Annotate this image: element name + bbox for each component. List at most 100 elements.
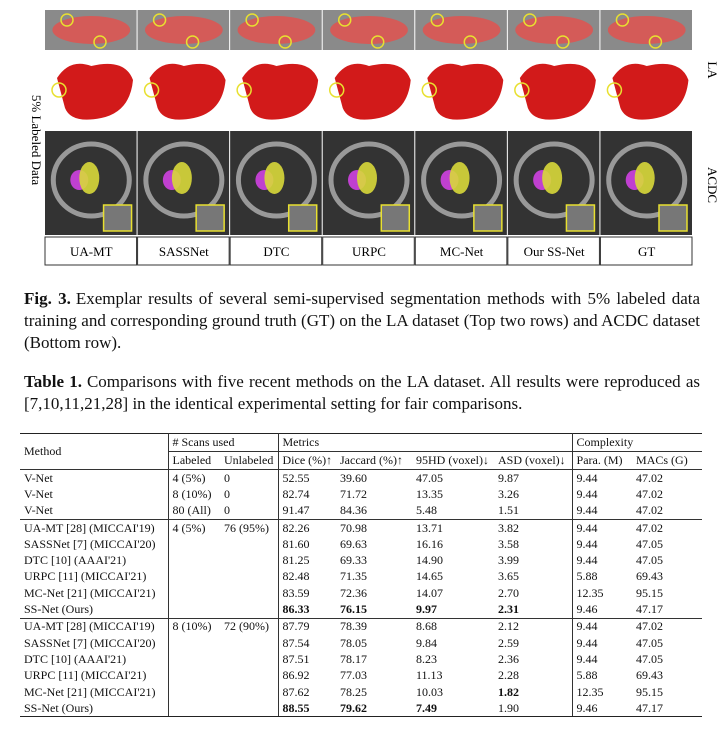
row: Labeled Unlabeled Dice (%)↑ Jaccard (%)↑ 95H… bbox=[20, 451, 703, 470]
la-overlay bbox=[607, 16, 686, 44]
la-render bbox=[149, 63, 226, 120]
cell: 3.26 bbox=[494, 486, 573, 503]
cell: 78.25 bbox=[340, 684, 367, 699]
cell: Complexity bbox=[572, 433, 703, 452]
cell: 47.02 bbox=[632, 469, 703, 487]
cell: 47.05 bbox=[636, 635, 664, 650]
cell: 47.02 bbox=[632, 518, 703, 537]
highlight bbox=[514, 82, 530, 98]
cell: 9.46 bbox=[572, 700, 633, 718]
caption-label: Table 1. bbox=[24, 372, 82, 391]
row: V-Net 80 (All) 0 91.47 84.36 5.48 1.51 9.44 47.0… bbox=[20, 502, 702, 520]
cell bbox=[168, 635, 220, 651]
column-label: UA-MT bbox=[70, 244, 113, 259]
cell: 72.36 bbox=[340, 585, 367, 600]
cell: V-Net bbox=[20, 502, 169, 520]
cell bbox=[168, 569, 220, 585]
cell bbox=[168, 601, 220, 618]
cell: SS-Net (Ours) bbox=[20, 601, 169, 619]
cell bbox=[220, 700, 279, 718]
cell: 1.82 bbox=[494, 683, 573, 701]
cell: 87.79 bbox=[278, 617, 336, 635]
cell bbox=[220, 552, 279, 569]
acdc-myo bbox=[449, 162, 470, 194]
cell: URPC [11] (MICCAI'21) bbox=[20, 568, 169, 586]
row: URPC [11] (MICCAI'21) 82.48 71.35 14.65 3.65… bbox=[20, 568, 702, 586]
mri-ring bbox=[235, 141, 317, 219]
figure-caption: Fig. 3. Exemplar results of several semi-… bbox=[24, 288, 700, 354]
cell: 3.99 bbox=[494, 552, 573, 569]
cell: Labeled bbox=[168, 451, 220, 470]
cell: 2.36 bbox=[494, 651, 573, 668]
cell: 69.43 bbox=[636, 569, 664, 584]
cell: 5.88 bbox=[576, 668, 598, 683]
highlight bbox=[245, 13, 259, 27]
cell: 9.97 bbox=[416, 602, 437, 617]
la-render bbox=[519, 63, 596, 120]
highlight bbox=[337, 13, 352, 27]
highlight bbox=[278, 35, 292, 49]
acdc-myo bbox=[634, 162, 655, 194]
row: SASSNet [7] (MICCAI'20) 81.60 69.63 16.16 3.… bbox=[20, 536, 702, 553]
cell: 79.62 bbox=[336, 700, 412, 718]
cell: 71.35 bbox=[340, 569, 367, 584]
cell: Unlabeled bbox=[220, 451, 279, 470]
cell: 5.88 bbox=[576, 569, 598, 584]
cell bbox=[220, 601, 279, 619]
cell: 95.15 bbox=[636, 585, 664, 600]
cell: 9.44 bbox=[576, 553, 598, 568]
cell: 13.71 bbox=[412, 518, 494, 537]
row: URPC [11] (MICCAI'21) 86.92 77.03 11.13 2.28… bbox=[20, 667, 702, 684]
cell: 77.03 bbox=[340, 668, 367, 683]
caption-text: Exemplar results of several semi-supervi… bbox=[24, 289, 701, 352]
cell: 16.16 bbox=[416, 536, 443, 551]
cell: 47.05 bbox=[412, 469, 494, 487]
cell: 78.39 bbox=[336, 617, 412, 635]
cell: ASD (voxel)↓ bbox=[494, 451, 573, 470]
label-box bbox=[229, 236, 323, 266]
cell: 52.55 bbox=[278, 469, 336, 487]
la-render bbox=[612, 63, 689, 120]
highlight bbox=[328, 82, 345, 98]
la-overlay bbox=[144, 16, 223, 44]
la-overlay bbox=[422, 16, 501, 44]
zoom-box bbox=[565, 204, 596, 232]
zoom-box bbox=[195, 204, 225, 232]
cell: 78.05 bbox=[340, 635, 367, 650]
caption-label: Fig. 3. bbox=[24, 289, 71, 308]
cell: 14.65 bbox=[416, 569, 443, 584]
cell: 10.03 bbox=[416, 684, 443, 699]
cell bbox=[220, 536, 279, 553]
cell: 0 bbox=[220, 469, 279, 487]
cell bbox=[168, 552, 220, 568]
column-label: SASSNet bbox=[159, 244, 209, 259]
cell: 8 (10%) bbox=[172, 486, 212, 501]
row: MC-Net [21] (MICCAI'21) 83.59 72.36 14.07 2.… bbox=[20, 585, 702, 602]
cell: 4 (5%) bbox=[168, 469, 220, 487]
column-label: Our SS-Net bbox=[524, 244, 585, 259]
cell: 76 (95%) bbox=[220, 518, 279, 537]
highlight bbox=[93, 35, 107, 49]
zoom-box bbox=[380, 204, 411, 232]
highlight bbox=[51, 82, 67, 98]
acdc-myo bbox=[264, 162, 285, 194]
cell: Dice (%)↑ bbox=[278, 451, 336, 470]
cell: 87.51 bbox=[282, 651, 310, 666]
cell: SASSNet [7] (MICCAI'20) bbox=[20, 634, 169, 652]
cell: 2.70 bbox=[494, 585, 573, 602]
highlight bbox=[523, 13, 537, 27]
cell: 82.26 bbox=[278, 518, 336, 537]
row: DTC [10] (AAAI'21) 87.51 78.17 8.23 2.36 9.44… bbox=[20, 651, 702, 668]
la-render bbox=[427, 63, 504, 120]
la-overlay bbox=[237, 16, 316, 44]
cell: 95.15 bbox=[636, 684, 664, 699]
cell: SS-Net (Ours) bbox=[20, 700, 169, 718]
cell: 3.65 bbox=[494, 568, 573, 586]
highlight bbox=[421, 82, 438, 98]
row-label: LA bbox=[705, 61, 720, 79]
cell: 1.51 bbox=[494, 502, 573, 520]
cell bbox=[220, 585, 279, 602]
cell: 9.44 bbox=[576, 503, 598, 518]
cell bbox=[220, 568, 279, 586]
caption-text: Comparisons with five recent methods on … bbox=[24, 372, 700, 413]
